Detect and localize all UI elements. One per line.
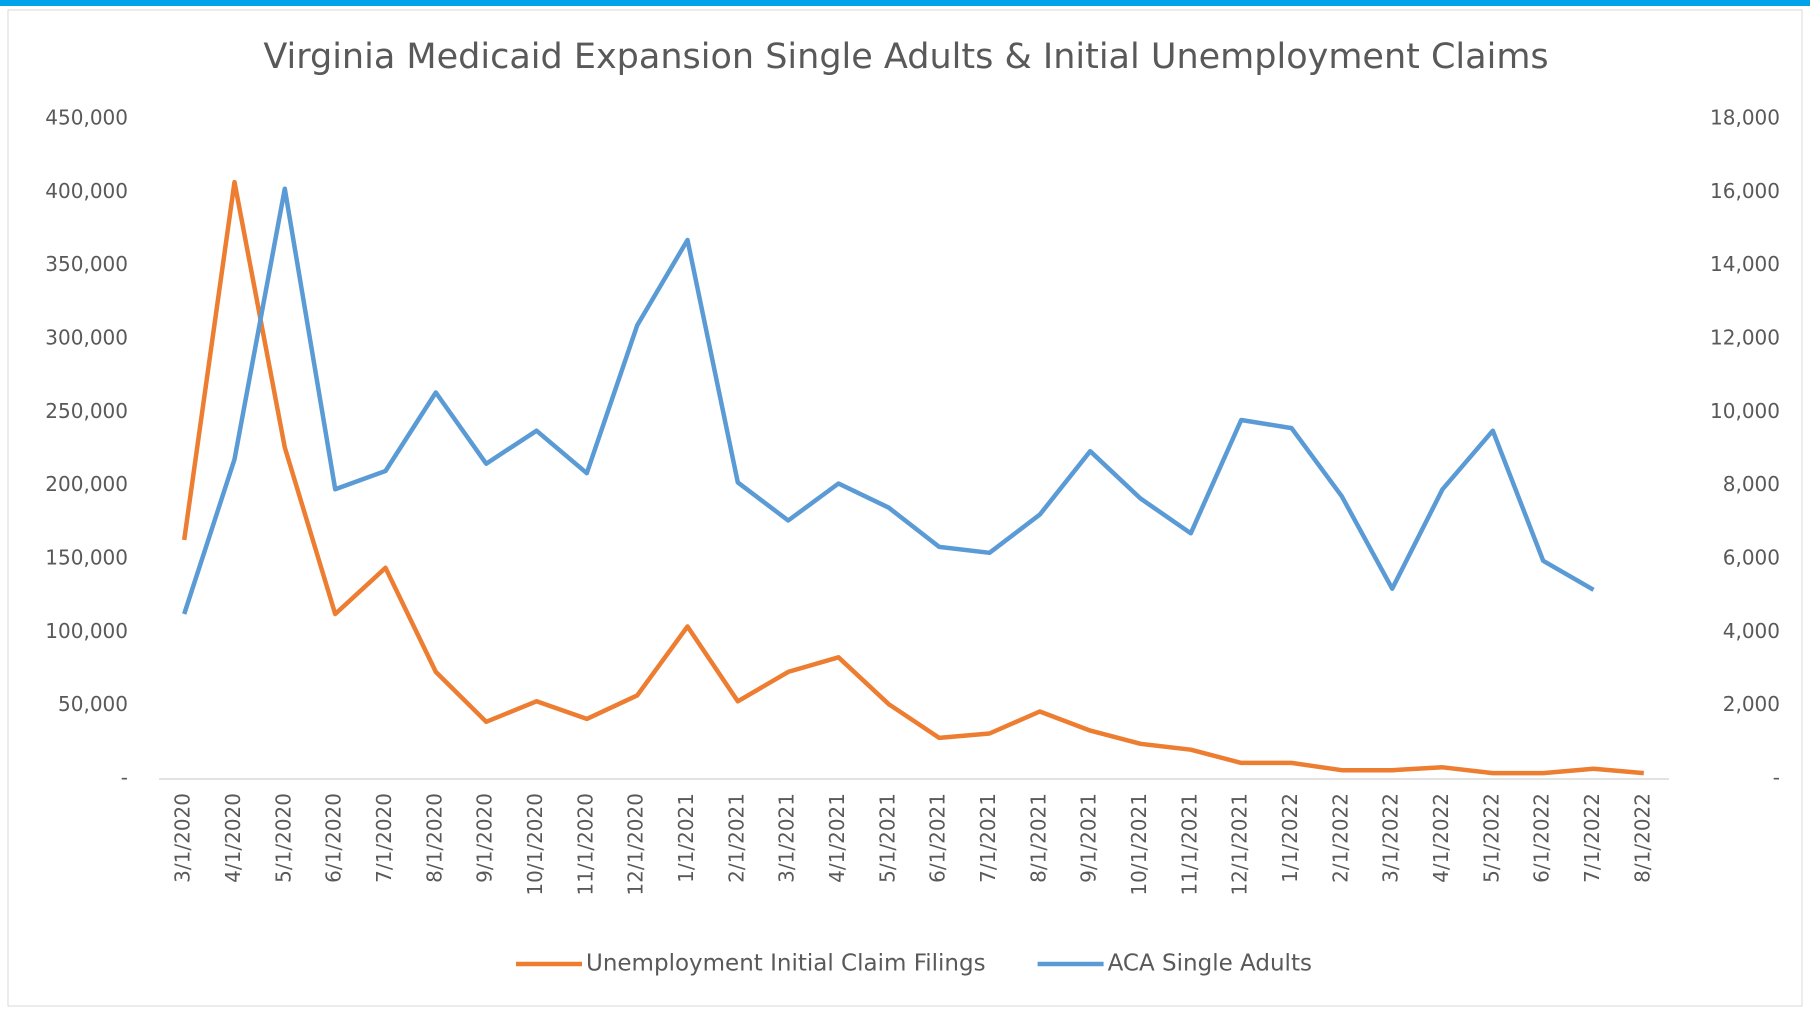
x-tick-label: 4/1/2021	[825, 793, 849, 883]
legend-label: Unemployment Initial Claim Filings	[586, 951, 986, 977]
x-tick-label: 6/1/2020	[322, 793, 346, 883]
x-tick-label: 10/1/2020	[523, 793, 547, 896]
y-tick-label: 250,000	[45, 399, 128, 423]
x-tick-label: 4/1/2020	[221, 793, 245, 883]
x-tick-label: 8/1/2020	[422, 793, 446, 883]
x-tick-label: 1/1/2022	[1278, 793, 1302, 883]
y2-tick-label: 10,000	[1710, 399, 1780, 423]
x-tick-label: 6/1/2021	[926, 793, 950, 883]
y-tick-label: 400,000	[45, 179, 128, 203]
x-tick-label: 5/1/2022	[1479, 793, 1503, 883]
x-tick-label: 7/1/2022	[1580, 793, 1604, 883]
chart-frame	[7, 9, 1803, 1007]
x-tick-label: 8/1/2022	[1630, 793, 1654, 883]
x-tick-label: 11/1/2021	[1177, 793, 1201, 896]
y-tick-label: -	[121, 766, 128, 790]
x-tick-label: 2/1/2022	[1328, 793, 1352, 883]
y-tick-label: 200,000	[45, 472, 128, 496]
y-tick-label: 350,000	[45, 252, 128, 276]
series-line	[181, 179, 1644, 776]
top-border	[0, 0, 1810, 6]
y2-tick-label: 4,000	[1723, 619, 1780, 643]
x-tick-label: 7/1/2021	[976, 793, 1000, 883]
y2-tick-label: 12,000	[1710, 326, 1780, 350]
x-tick-label: 4/1/2022	[1429, 793, 1453, 883]
x-tick-label: 11/1/2020	[573, 793, 597, 896]
chart-title: Virginia Medicaid Expansion Single Adult…	[263, 37, 1548, 77]
y2-tick-label: 14,000	[1710, 252, 1780, 276]
y2-tick-label: 8,000	[1723, 472, 1780, 496]
x-tick-label: 3/1/2021	[775, 793, 799, 883]
y-tick-label: 300,000	[45, 326, 128, 350]
y-tick-label: 50,000	[58, 692, 128, 716]
x-tick-label: 5/1/2020	[271, 793, 295, 883]
x-tick-label: 8/1/2021	[1026, 793, 1050, 883]
y2-tick-label: 16,000	[1710, 179, 1780, 203]
x-tick-label: 6/1/2022	[1530, 793, 1554, 883]
y-tick-label: 100,000	[45, 619, 128, 643]
x-tick-label: 2/1/2021	[724, 793, 748, 883]
y-tick-label: 150,000	[45, 546, 128, 570]
y2-tick-label: 2,000	[1723, 692, 1780, 716]
series-line	[182, 186, 1595, 615]
x-tick-label: 7/1/2020	[372, 793, 396, 883]
x-tick-label: 9/1/2020	[473, 793, 497, 883]
x-tick-label: 10/1/2021	[1127, 793, 1151, 896]
x-tick-label: 12/1/2020	[624, 793, 648, 896]
x-tick-label: 1/1/2021	[674, 793, 698, 883]
x-tick-label: 5/1/2021	[875, 793, 899, 883]
x-tick-label: 9/1/2021	[1077, 793, 1101, 883]
y2-tick-label: -	[1773, 766, 1780, 790]
y-tick-label: 450,000	[45, 106, 128, 130]
x-tick-label: 3/1/2022	[1379, 793, 1403, 883]
y2-tick-label: 6,000	[1723, 546, 1780, 570]
legend-label: ACA Single Adults	[1108, 951, 1312, 977]
x-tick-label: 12/1/2021	[1228, 793, 1252, 896]
y2-tick-label: 18,000	[1710, 106, 1780, 130]
x-tick-label: 3/1/2020	[171, 793, 195, 883]
